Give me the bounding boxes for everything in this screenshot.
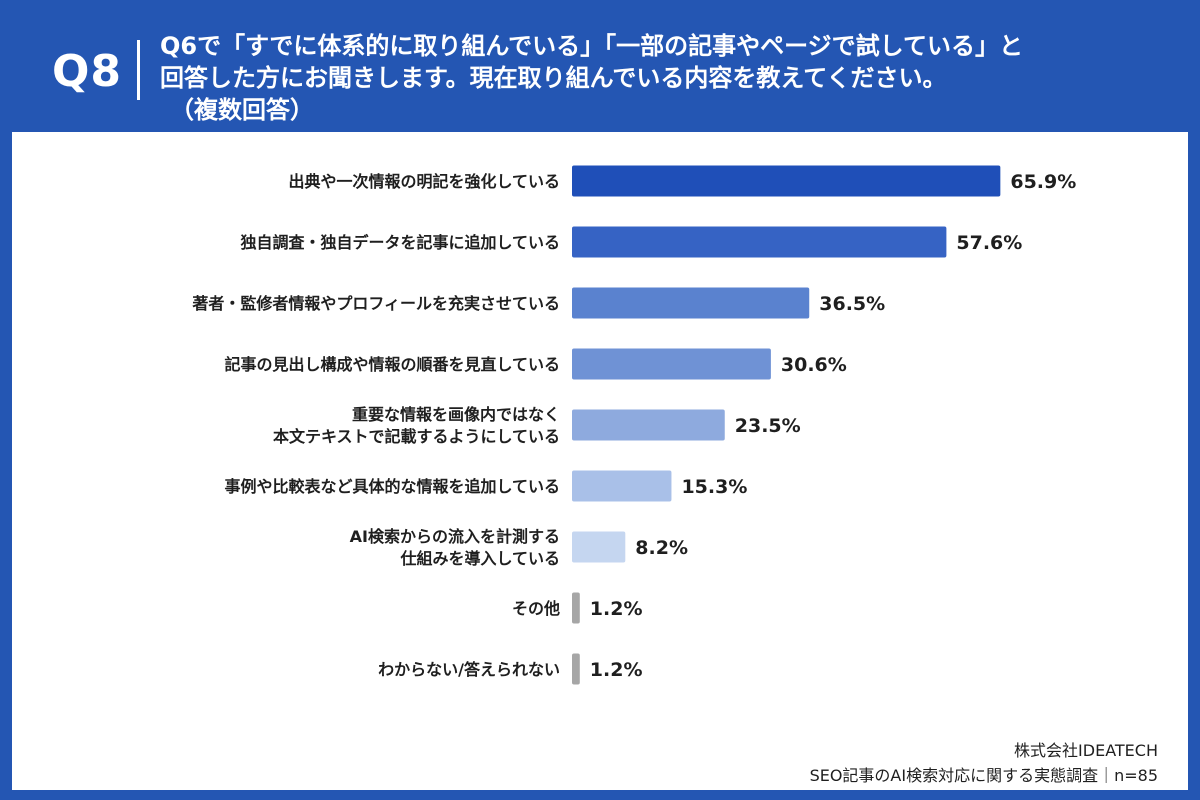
value-label-2: 57.6% — [956, 232, 1022, 254]
bar-2 — [572, 226, 947, 258]
category-label-9: わからない/答えられない — [378, 660, 560, 679]
value-label-3: 36.5% — [819, 293, 885, 315]
question-text: Q6で「すでに体系的に取り組んでいる」「一部の記事やページで試している」と 回答… — [160, 30, 1170, 126]
category-label-8: その他 — [512, 599, 560, 618]
value-label-6: 15.3% — [681, 476, 747, 498]
category-label-6: 事例や比較表など具体的な情報を追加している — [224, 477, 560, 496]
value-label-7: 8.2% — [635, 537, 688, 559]
category-label-1: 出典や一次情報の明記を強化している — [288, 172, 560, 191]
value-label-8: 1.2% — [590, 598, 643, 620]
bar-5 — [572, 409, 725, 441]
header-divider — [137, 40, 140, 100]
category-label-4: 記事の見出し構成や情報の順番を見直している — [224, 355, 560, 374]
footer-survey: SEO記事のAI検索対応に関する実態調査｜n=85 — [809, 766, 1158, 785]
bar-4 — [572, 348, 771, 380]
footer-company: 株式会社IDEATECH — [1014, 741, 1158, 760]
bar-8 — [572, 592, 580, 624]
category-label-3: 著者・監修者情報やプロフィールを充実させている — [191, 294, 560, 313]
value-label-9: 1.2% — [590, 659, 643, 681]
bar-6 — [572, 470, 672, 502]
category-label-5-line-1: 重要な情報を画像内ではなく — [352, 405, 560, 424]
category-label-5-line-2: 本文テキストで記載するようにしている — [273, 427, 560, 446]
value-label-5: 23.5% — [735, 415, 801, 437]
question-number: Q8 — [52, 46, 123, 97]
question-line-2: 回答した方にお聞きします。現在取り組んでいる内容を教えてください。 — [160, 64, 947, 92]
bar-1 — [572, 165, 1001, 197]
value-label-1: 65.9% — [1010, 171, 1076, 193]
value-label-4: 30.6% — [781, 354, 847, 376]
category-label-2: 独自調査・独自データを記事に追加している — [240, 233, 560, 252]
category-label-7-line-1: AI検索からの流入を計測する — [350, 527, 560, 546]
bar-3 — [572, 287, 810, 319]
question-line-3: （複数回答） — [170, 96, 314, 124]
category-label-7-line-2: 仕組みを導入している — [399, 549, 560, 568]
header: Q8 Q6で「すでに体系的に取り組んでいる」「一部の記事やページで試している」と… — [0, 0, 1200, 132]
bar-7 — [572, 531, 626, 563]
bar-9 — [572, 653, 580, 685]
question-line-1: Q6で「すでに体系的に取り組んでいる」「一部の記事やページで試している」と — [160, 32, 1023, 60]
